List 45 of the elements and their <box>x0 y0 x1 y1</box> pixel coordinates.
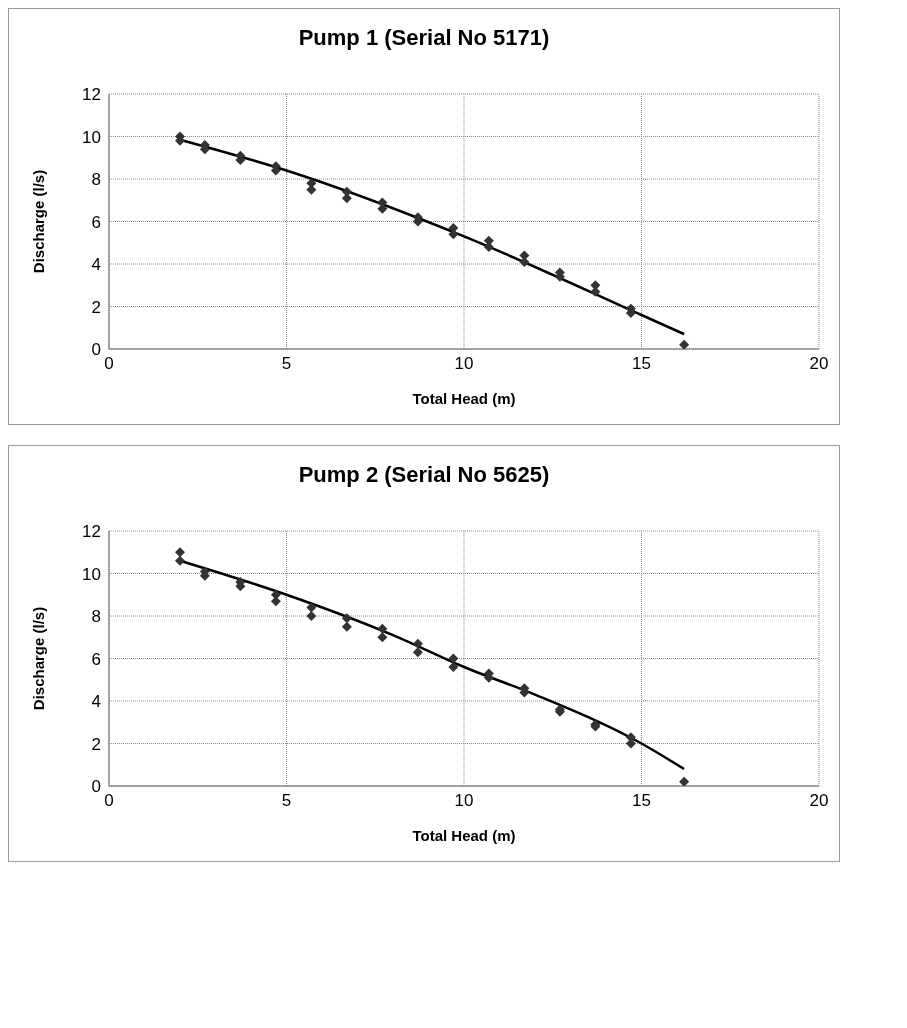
y-tick-label: 0 <box>91 777 101 797</box>
x-tick-label: 0 <box>104 791 114 811</box>
point <box>377 623 388 634</box>
x-tick-label: 5 <box>281 354 292 374</box>
point <box>679 339 690 349</box>
y-tick-label: 6 <box>91 649 101 669</box>
point <box>306 611 317 621</box>
y-tick-label: 0 <box>91 340 101 360</box>
x-tick-label: 20 <box>809 791 829 811</box>
x-tick-label: 20 <box>809 354 829 374</box>
x-tick-label: 5 <box>281 791 292 811</box>
point <box>377 632 388 643</box>
point <box>412 647 423 658</box>
x-axis-title: Total Head (m) <box>412 390 516 407</box>
point <box>448 653 459 664</box>
x-tick-label: 10 <box>454 791 474 811</box>
point <box>341 613 352 624</box>
point <box>175 555 185 566</box>
y-axis-title: Discharge (l/s) <box>30 606 48 711</box>
y-tick-label: 6 <box>91 212 101 232</box>
y-tick-label: 4 <box>91 692 101 712</box>
point <box>412 638 423 649</box>
x-tick-label: 15 <box>632 791 651 811</box>
point <box>341 621 352 632</box>
x-tick-label: 10 <box>454 354 474 374</box>
y-tick-label: 12 <box>82 85 101 105</box>
y-axis-title: Discharge (l/s) <box>30 169 48 274</box>
y-tick-label: 2 <box>91 297 101 317</box>
y-tick-label: 10 <box>82 564 101 584</box>
chart-title: Pump 2 (Serial No 5625) <box>297 461 551 489</box>
y-tick-label: 12 <box>82 522 101 542</box>
point <box>448 662 459 672</box>
y-tick-label: 4 <box>91 255 101 275</box>
y-tick-label: 10 <box>82 127 101 147</box>
point <box>483 242 494 252</box>
point <box>306 602 317 613</box>
point <box>175 547 185 558</box>
x-tick-label: 0 <box>104 354 114 374</box>
chart-title: Pump 1 (Serial No 5171) <box>297 24 551 52</box>
y-tick-label: 8 <box>91 607 101 627</box>
x-tick-label: 15 <box>632 354 651 374</box>
x-axis-title: Total Head (m) <box>412 827 516 844</box>
y-tick-label: 8 <box>91 170 101 190</box>
point <box>679 776 690 786</box>
y-tick-label: 2 <box>91 734 101 754</box>
